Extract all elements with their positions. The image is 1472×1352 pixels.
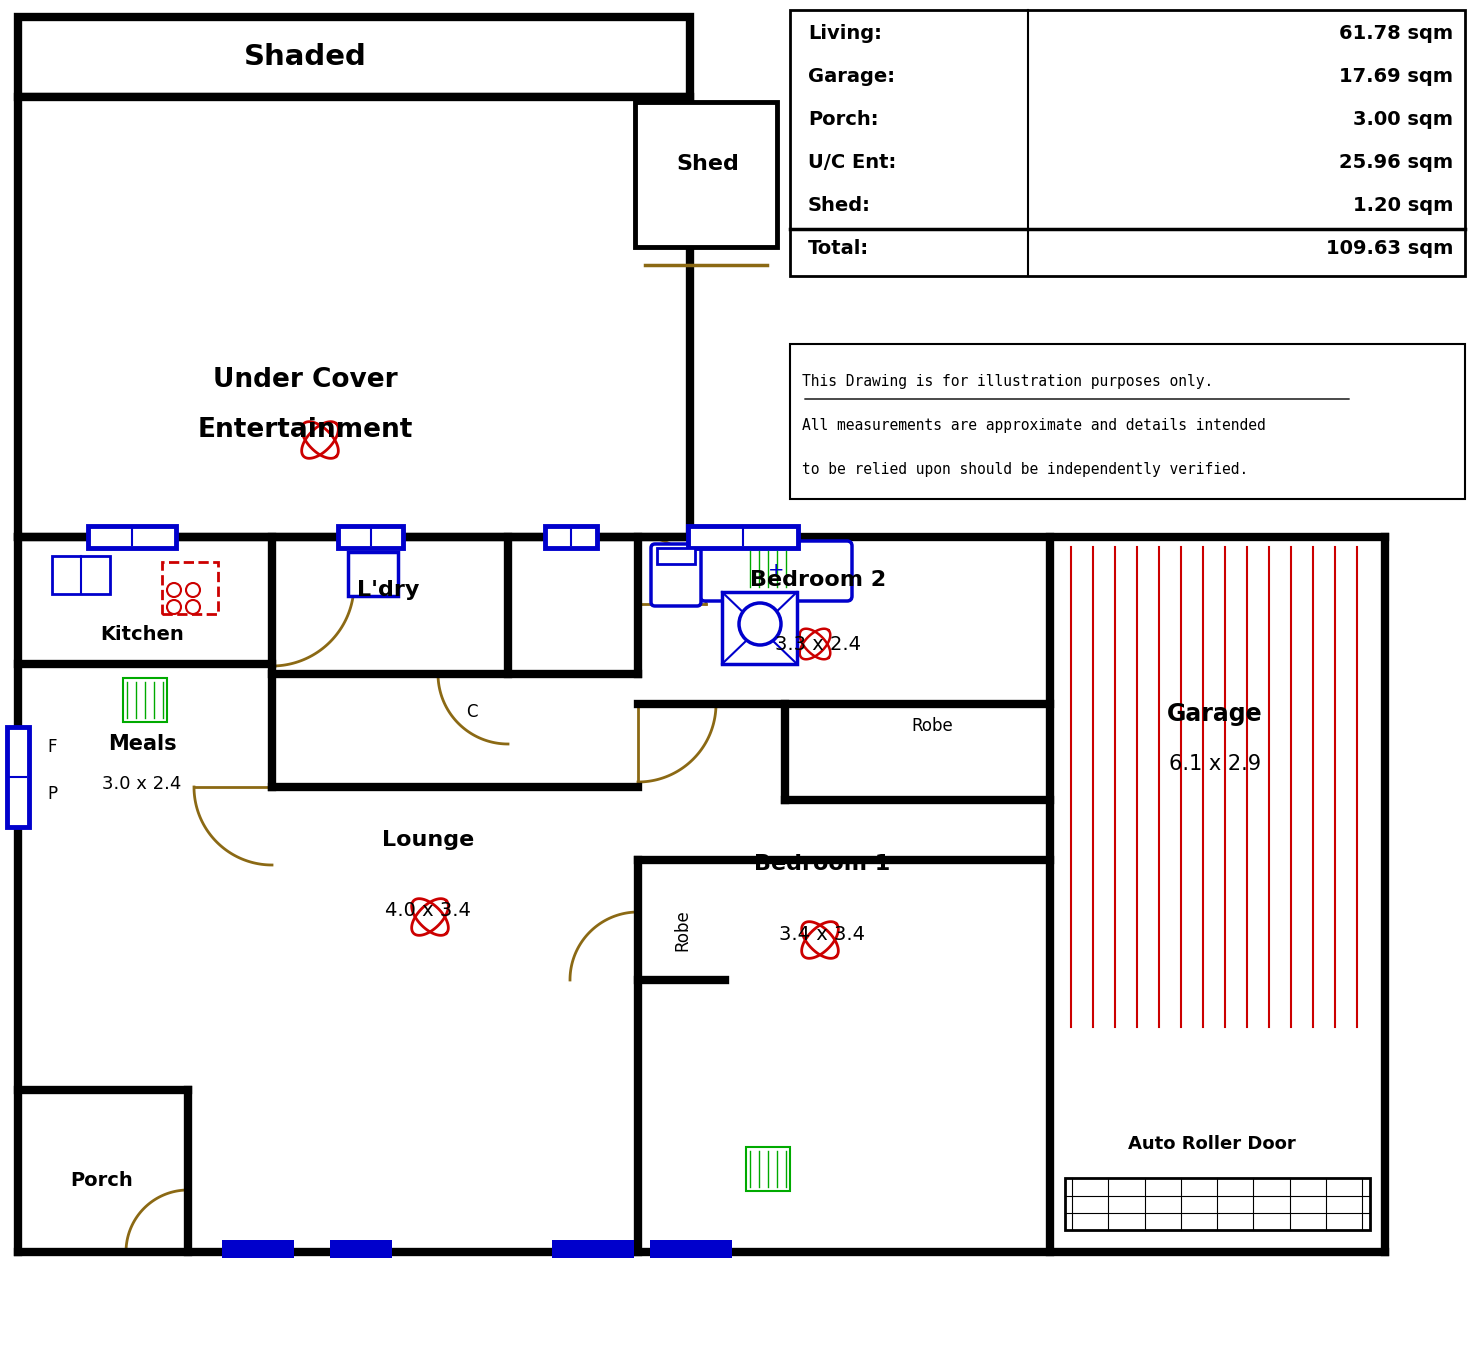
Circle shape xyxy=(739,603,782,645)
Text: Auto Roller Door: Auto Roller Door xyxy=(1128,1134,1295,1153)
Text: P: P xyxy=(47,786,57,803)
Bar xyxy=(657,548,695,564)
Bar xyxy=(52,556,110,594)
Text: 3.0 x 2.4: 3.0 x 2.4 xyxy=(103,775,181,794)
Text: Robe: Robe xyxy=(911,717,952,735)
FancyBboxPatch shape xyxy=(651,544,701,606)
Text: Living:: Living: xyxy=(808,24,882,43)
Text: 25.96 sqm: 25.96 sqm xyxy=(1340,153,1453,172)
Bar xyxy=(545,526,598,548)
Text: 6.1 x 2.9: 6.1 x 2.9 xyxy=(1169,754,1262,773)
Text: 3.3 x 2.4: 3.3 x 2.4 xyxy=(774,634,861,653)
Text: Total:: Total: xyxy=(808,239,868,258)
Text: Porch:: Porch: xyxy=(808,110,879,130)
Text: Porch: Porch xyxy=(71,1171,134,1190)
Text: 61.78 sqm: 61.78 sqm xyxy=(1340,24,1453,43)
Text: Shed: Shed xyxy=(677,154,739,174)
Bar xyxy=(687,526,798,548)
Text: Meals: Meals xyxy=(107,734,177,754)
Text: Kitchen: Kitchen xyxy=(100,625,184,644)
FancyBboxPatch shape xyxy=(701,541,852,602)
Text: This Drawing is for illustration purposes only.: This Drawing is for illustration purpose… xyxy=(802,375,1213,389)
Text: F: F xyxy=(47,738,57,756)
Text: 3.00 sqm: 3.00 sqm xyxy=(1353,110,1453,130)
Text: Garage: Garage xyxy=(1167,702,1263,726)
Bar xyxy=(162,562,218,614)
Text: 3.4 x 3.4: 3.4 x 3.4 xyxy=(779,925,866,944)
Bar xyxy=(18,97,690,537)
Bar xyxy=(1066,1178,1370,1230)
Bar xyxy=(7,727,29,827)
Bar xyxy=(790,9,1465,276)
Text: 17.69 sqm: 17.69 sqm xyxy=(1340,68,1453,87)
Text: 4.0 x 3.4: 4.0 x 3.4 xyxy=(386,900,471,919)
Text: U/C Ent:: U/C Ent: xyxy=(808,153,896,172)
Text: C: C xyxy=(467,703,478,721)
Bar xyxy=(222,1240,294,1257)
Text: Shed:: Shed: xyxy=(808,196,871,215)
Bar xyxy=(18,18,690,97)
Bar xyxy=(552,1240,634,1257)
Text: 109.63 sqm: 109.63 sqm xyxy=(1326,239,1453,258)
Bar xyxy=(790,343,1465,499)
Text: +: + xyxy=(768,561,785,580)
Bar xyxy=(746,1146,790,1191)
Bar xyxy=(124,677,166,722)
Bar xyxy=(634,101,777,247)
Text: to be relied upon should be independently verified.: to be relied upon should be independentl… xyxy=(802,462,1248,477)
Text: 1.20 sqm: 1.20 sqm xyxy=(1353,196,1453,215)
Text: Entertainment: Entertainment xyxy=(197,416,412,443)
Bar xyxy=(330,1240,392,1257)
Text: Shaded: Shaded xyxy=(243,43,367,72)
Text: Bedroom 2: Bedroom 2 xyxy=(749,571,886,589)
Bar xyxy=(88,526,177,548)
Bar xyxy=(347,552,397,596)
Text: All measurements are approximate and details intended: All measurements are approximate and det… xyxy=(802,418,1266,433)
Text: L'dry: L'dry xyxy=(356,580,420,600)
Text: Lounge: Lounge xyxy=(381,830,474,850)
Bar xyxy=(651,1240,732,1257)
Bar xyxy=(721,592,796,664)
Bar xyxy=(105,168,590,487)
Text: Robe: Robe xyxy=(673,909,690,950)
Bar xyxy=(746,548,790,591)
Text: Garage:: Garage: xyxy=(808,68,895,87)
Text: Bedroom 1: Bedroom 1 xyxy=(754,854,891,873)
Bar xyxy=(339,526,403,548)
Text: Under Cover: Under Cover xyxy=(212,366,397,393)
